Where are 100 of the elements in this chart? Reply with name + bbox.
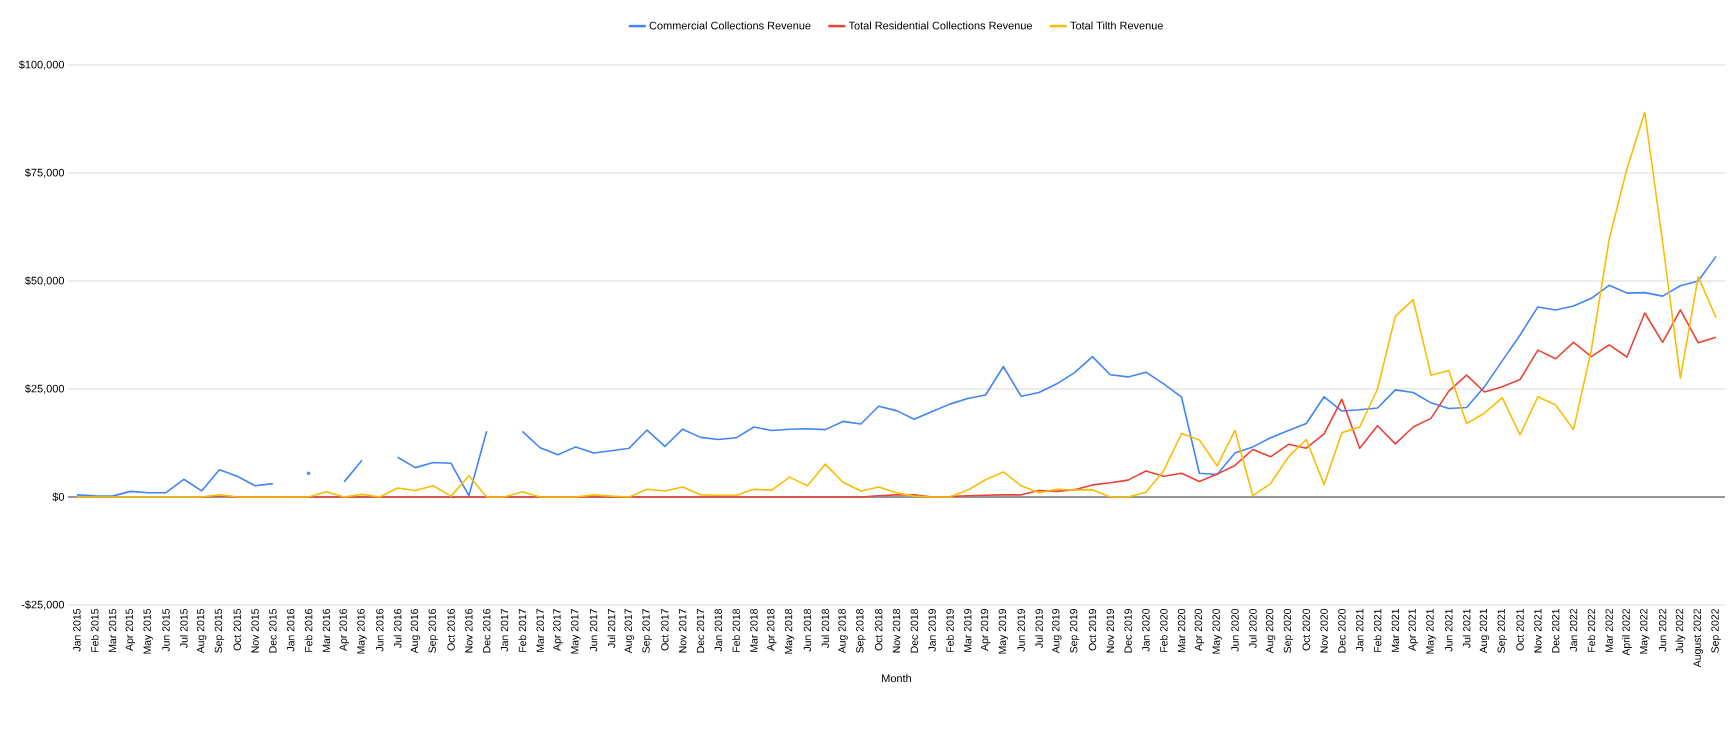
x-tick-label: Sep 2022 (1711, 609, 1721, 653)
x-tick-label: Feb 2019 (946, 609, 954, 652)
x-tick-label: Oct 2019 (1088, 609, 1097, 651)
x-tick-label: Sep 2021 (1497, 609, 1507, 653)
x-tick-label: Mar 2018 (750, 608, 758, 652)
x-tick-label: Mar 2016 (322, 608, 331, 652)
x-tick-label: Jun 2015 (162, 608, 170, 652)
x-tick-label: Mar 2020 (1177, 608, 1186, 652)
y-tick-label: -$25,000 (21, 600, 65, 610)
x-tick-label: Jan 2018 (714, 608, 723, 652)
x-tick-label: Sep 2015 (214, 608, 225, 653)
y-tick-label: $50,000 (24, 276, 65, 286)
x-tick-label: Aug 2015 (196, 608, 207, 654)
legend-label: Total Residential Collections Revenue (848, 21, 1032, 30)
x-tick-label: Dec 2016 (483, 609, 491, 653)
legend-label: Total Tilth Revenue (1070, 21, 1163, 30)
x-tick-label: Oct 2017 (661, 609, 669, 651)
x-tick-label: Jan 2017 (500, 609, 509, 652)
x-tick-label: Aug 2016 (410, 608, 421, 654)
x-tick-label: Jul 2021 (1462, 609, 1471, 648)
x-tick-label: Dec 2015 (269, 608, 277, 653)
x-tick-label: Nov 2020 (1320, 608, 1328, 653)
x-tick-label: Aug 2019 (1052, 609, 1062, 654)
x-tick-label: Mar 2017 (536, 609, 544, 652)
x-tick-label: Aug 2020 (1265, 608, 1276, 654)
x-tick-label: Nov 2021 (1534, 609, 1542, 653)
x-tick-label: May 2020 (1212, 608, 1222, 654)
x-tick-label: Feb 2020 (1159, 608, 1168, 652)
x-tick-label: Jan 2019 (928, 609, 936, 652)
x-tick-label: Jul 2018 (821, 608, 830, 648)
x-tick-label: Dec 2021 (1552, 609, 1560, 653)
x-tick-label: Dec 2018 (910, 609, 918, 653)
x-tick-label: Oct 2020 (1302, 608, 1310, 651)
x-tick-label: Mar 2022 (1605, 609, 1613, 652)
x-tick-label: Mar 2015 (108, 608, 117, 652)
x-tick-label: May 2019 (998, 609, 1009, 654)
x-tick-label: Jan 2020 (1142, 608, 1150, 652)
x-tick-label: Feb 2022 (1587, 609, 1596, 652)
x-tick-label: Aug 2021 (1479, 609, 1490, 654)
x-tick-label: Feb 2015 (90, 608, 99, 652)
x-tick-label: Apr 2017 (553, 609, 563, 651)
x-tick-label: Aug 2018 (838, 608, 848, 654)
x-tick-label: Oct 2018 (874, 608, 883, 651)
x-tick-label: May 2016 (357, 608, 367, 654)
x-tick-label: Apr 2020 (1194, 608, 1205, 651)
x-tick-label: Mar 2019 (964, 609, 972, 652)
x-tick-label: Apr 2019 (980, 609, 991, 651)
x-tick-label: Feb 2016 (304, 608, 313, 652)
y-tick-label: $25,000 (24, 384, 65, 394)
x-tick-label: Nov 2018 (892, 609, 901, 653)
x-tick-label: Apr 2018 (767, 608, 777, 651)
x-tick-label: Jan 2022 (1569, 609, 1578, 652)
x-tick-label: Apr 2021 (1408, 609, 1418, 651)
x-tick-label: Jun 2018 (803, 608, 812, 652)
x-tick-label: Jun 2021 (1445, 609, 1453, 652)
x-axis-title: Month (882, 674, 911, 683)
x-tick-label: Apr 2015 (125, 608, 136, 651)
x-tick-label: Dec 2019 (1124, 609, 1132, 653)
x-tick-label: Jul 2015 (179, 608, 188, 648)
x-tick-label: Dec 2017 (696, 609, 705, 653)
x-tick-label: Nov 2019 (1106, 609, 1114, 653)
x-tick-label: Nov 2015 (251, 608, 259, 653)
y-tick-label: $100,000 (18, 60, 65, 70)
x-tick-label: Jan 2016 (287, 608, 295, 652)
x-tick-label: Nov 2016 (465, 609, 473, 653)
x-tick-label: Feb 2018 (732, 608, 740, 652)
x-tick-label: Nov 2017 (678, 609, 687, 653)
x-tick-label: Apr 2016 (339, 608, 349, 651)
x-tick-label: Mar 2021 (1391, 609, 1400, 652)
x-tick-label: Jun 2019 (1017, 609, 1025, 652)
x-tick-label: Feb 2021 (1373, 609, 1382, 652)
y-tick-label: $75,000 (24, 168, 65, 178)
x-tick-label: Jul 2019 (1035, 609, 1043, 648)
x-tick-label: Sep 2020 (1283, 608, 1294, 653)
x-tick-label: May 2018 (784, 608, 795, 654)
x-tick-label: Sep 2017 (642, 609, 652, 653)
x-tick-label: Dec 2020 (1338, 608, 1346, 653)
x-tick-label: Sep 2019 (1069, 609, 1080, 653)
x-tick-label: May 2017 (571, 609, 581, 654)
x-tick-label: Oct 2015 (233, 608, 241, 651)
x-tick-label: April 2022 (1622, 609, 1632, 656)
x-tick-label: Jul 2016 (393, 608, 402, 648)
x-tick-label: Jun 2020 (1231, 608, 1239, 652)
x-tick-label: May 2021 (1426, 609, 1436, 654)
x-tick-label: Jul 2017 (607, 609, 616, 648)
x-tick-label: Aug 2017 (624, 609, 634, 654)
x-tick-label: Jan 2021 (1356, 609, 1364, 652)
x-tick-label: August 2022 (1693, 609, 1703, 668)
x-tick-label: Jun 2017 (589, 609, 598, 652)
x-tick-label: July 2022 (1675, 609, 1686, 654)
x-tick-label: Jul 2020 (1248, 608, 1257, 648)
legend-label: Commercial Collections Revenue (649, 21, 811, 30)
x-tick-label: May 2015 (143, 608, 153, 654)
x-tick-label: Jun 2022 (1658, 609, 1667, 652)
x-tick-label: Jun 2016 (376, 608, 384, 652)
x-tick-label: Jan 2015 (73, 608, 81, 652)
x-tick-label: Sep 2016 (428, 608, 438, 653)
y-tick-label: $0 (52, 492, 65, 502)
x-tick-label: Sep 2018 (856, 608, 866, 653)
x-tick-label: Feb 2017 (518, 609, 527, 652)
